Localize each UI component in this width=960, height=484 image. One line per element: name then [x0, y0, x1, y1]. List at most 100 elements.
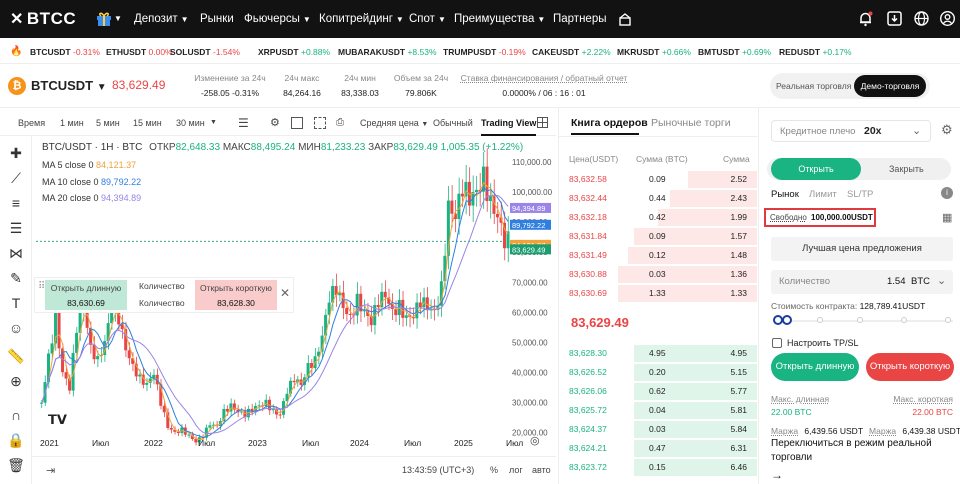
nav-deposit[interactable]: Депозит ▼	[134, 13, 189, 25]
tpsl-checkbox[interactable]	[772, 338, 782, 348]
interval-30m[interactable]: 30 мин	[176, 118, 205, 128]
screenshot-icon[interactable]: ⎙	[336, 117, 344, 128]
menu-icon[interactable]: ☰	[238, 116, 249, 130]
nav-advantages[interactable]: Преимущества ▼	[454, 13, 546, 25]
fullscreen-icon[interactable]	[314, 117, 326, 129]
layout-grid-icon[interactable]	[537, 117, 548, 128]
ruler-icon[interactable]: 📏	[7, 348, 25, 364]
switch-to-real-link[interactable]: Переключиться в режим реальной торговли	[771, 438, 932, 463]
horizontal-lines-icon[interactable]: ≡	[11, 195, 21, 211]
quick-sell-button[interactable]: Открыть короткую 83,628.30	[195, 280, 277, 310]
tab-close[interactable]: Закрыть	[889, 164, 924, 174]
quantity-input[interactable]: Количество 1.54 BTC ⌄	[771, 270, 953, 294]
nav-futures[interactable]: Фьючерсы ▼	[244, 13, 311, 25]
demo-trading-button[interactable]: Демо-торговля	[854, 75, 926, 97]
orderbook-bids-row[interactable]: 83,625.72 0.04 5.81	[559, 401, 757, 420]
ticker-item[interactable]: TRUMPUSDT -0.19%	[443, 47, 526, 57]
orderbook-bids-row[interactable]: 83,624.37 0.03 5.84	[559, 420, 757, 439]
zoom-in-icon[interactable]: ⊕	[10, 373, 22, 389]
order-type-sltp[interactable]: SL/TP	[847, 189, 874, 200]
ticker-item[interactable]: SOLUSDT -1.54%	[170, 47, 240, 57]
tab-market-trades[interactable]: Рыночные торги	[651, 117, 731, 129]
language-globe-icon[interactable]	[913, 10, 930, 27]
gift-menu-caret[interactable]: ▼	[114, 14, 122, 23]
settings-gear-icon[interactable]: ⚙	[941, 122, 953, 137]
interval-5m[interactable]: 5 мин	[96, 118, 120, 128]
gift-icon[interactable]	[96, 11, 112, 26]
ticker-item[interactable]: ETHUSDT 0.00%	[106, 47, 173, 57]
go-to-date-icon[interactable]: ◎	[530, 435, 540, 447]
orderbook-asks-row[interactable]: 83,632.58 0.09 2.52	[559, 170, 757, 189]
brush-icon[interactable]: ✎	[10, 270, 22, 286]
funding-rate[interactable]: Ставка финансирования / обратный отчет 0.…	[460, 73, 628, 98]
arrow-right-icon[interactable]: →	[771, 468, 783, 482]
pattern-icon[interactable]: ⋈	[9, 245, 23, 261]
trendline-icon[interactable]: ⟋	[11, 170, 21, 186]
chart-type-icon[interactable]	[291, 117, 303, 129]
interval-1m[interactable]: 1 мин	[60, 118, 84, 128]
ticker-item[interactable]: CAKEUSDT +2.22%	[532, 47, 611, 57]
open-long-button[interactable]: Открыть длинную	[771, 353, 859, 381]
date-range-icon[interactable]: ⇥	[46, 465, 56, 477]
settings-gear-icon[interactable]: ⚙	[270, 117, 280, 129]
quick-buy-button[interactable]: Открыть длинную 83,630.69	[45, 280, 127, 310]
ticker-item[interactable]: MUBARAKUSDT +8.53%	[338, 47, 437, 57]
nav-spot[interactable]: Спот ▼	[409, 13, 446, 25]
view-tradingview-tab[interactable]: Trading View	[481, 110, 537, 136]
quantity-slider[interactable]	[773, 315, 953, 327]
brand-logo[interactable]: ✕ BTCC	[10, 9, 77, 28]
promo-icon[interactable]	[617, 11, 633, 27]
emoji-icon[interactable]: ☺	[8, 320, 24, 336]
notification-bell-icon[interactable]	[857, 10, 874, 27]
orderbook-asks-row[interactable]: 83,631.49 0.12 1.48	[559, 246, 757, 265]
quick-qty-input[interactable]: Количество	[139, 298, 185, 308]
ticker-item[interactable]: XRPUSDT +0.88%	[258, 47, 331, 57]
orderbook-asks-row[interactable]: 83,630.88 0.03 1.36	[559, 265, 757, 284]
nav-partners[interactable]: Партнеры	[553, 13, 607, 25]
view-normal-tab[interactable]: Обычный	[433, 118, 473, 128]
orderbook-asks-row[interactable]: 83,632.18 0.42 1.99	[559, 208, 757, 227]
symbol-selector[interactable]: BTCUSDT ▼	[31, 78, 107, 93]
tab-order-book[interactable]: Книга ордеров	[571, 117, 648, 129]
orderbook-bids-row[interactable]: 83,626.52 0.20 5.15	[559, 363, 757, 382]
orderbook-bids-row[interactable]: 83,628.30 4.95 4.95	[559, 344, 757, 363]
best-price-button[interactable]: Лучшая цена предложения	[771, 237, 953, 261]
profile-icon[interactable]	[939, 10, 956, 27]
nav-copytrading[interactable]: Копитрейдинг ▼	[319, 13, 404, 25]
crosshair-icon[interactable]: ✚	[10, 145, 22, 161]
ticker-item[interactable]: BMTUSDT +0.69%	[698, 47, 772, 57]
order-type-market[interactable]: Рынок	[771, 189, 799, 200]
log-toggle[interactable]: лог	[509, 465, 523, 475]
percent-toggle[interactable]: %	[490, 465, 499, 475]
leverage-select[interactable]: Кредитное плечо 20x ⌄	[771, 120, 931, 142]
price-type-select[interactable]: Средняя цена ▼	[360, 118, 429, 128]
nav-markets[interactable]: Рынки	[200, 13, 234, 25]
orderbook-asks-row[interactable]: 83,630.69 1.33 1.33	[559, 284, 757, 303]
ticker-item[interactable]: BTCUSDT -0.31%	[30, 47, 100, 57]
price-chart[interactable]: 110,000.00100,000.0090,000.0080,000.0070…	[36, 136, 552, 456]
drag-handle-icon[interactable]: ⠿	[38, 281, 46, 292]
orderbook-bids-row[interactable]: 83,626.06 0.62 5.77	[559, 382, 757, 401]
tab-open[interactable]: Открыть	[771, 158, 861, 180]
close-icon[interactable]: ✕	[280, 286, 291, 300]
orderbook-asks-row[interactable]: 83,631.84 0.09 1.57	[559, 227, 757, 246]
auto-toggle[interactable]: авто	[532, 465, 551, 475]
lock-icon[interactable]: 🔒	[7, 432, 25, 448]
orderbook-bids-row[interactable]: 83,623.72 0.15 6.46	[559, 458, 757, 477]
info-icon[interactable]: i	[941, 187, 953, 199]
download-icon[interactable]	[886, 10, 903, 27]
open-short-button[interactable]: Открыть короткую	[866, 353, 954, 381]
ticker-item[interactable]: MKRUSDT +0.66%	[617, 47, 691, 57]
text-tool-icon[interactable]: T	[11, 295, 21, 311]
ticker-item[interactable]: REDUSDT +0.17%	[779, 47, 852, 57]
order-type-limit[interactable]: Лимит	[809, 189, 837, 200]
trash-icon[interactable]: 🗑	[7, 457, 25, 473]
fib-lines-icon[interactable]: ☰	[9, 220, 23, 236]
real-trading-button[interactable]: Реальная торговля	[776, 81, 852, 91]
orderbook-asks-row[interactable]: 83,632.44 0.44 2.43	[559, 189, 757, 208]
orderbook-bids-row[interactable]: 83,624.21 0.47 6.31	[559, 439, 757, 458]
calculator-icon[interactable]: ▦	[942, 212, 953, 224]
magnet-icon[interactable]: ∩	[10, 407, 22, 423]
interval-dropdown-icon[interactable]: ▼	[210, 119, 217, 126]
interval-15m[interactable]: 15 мин	[133, 118, 162, 128]
